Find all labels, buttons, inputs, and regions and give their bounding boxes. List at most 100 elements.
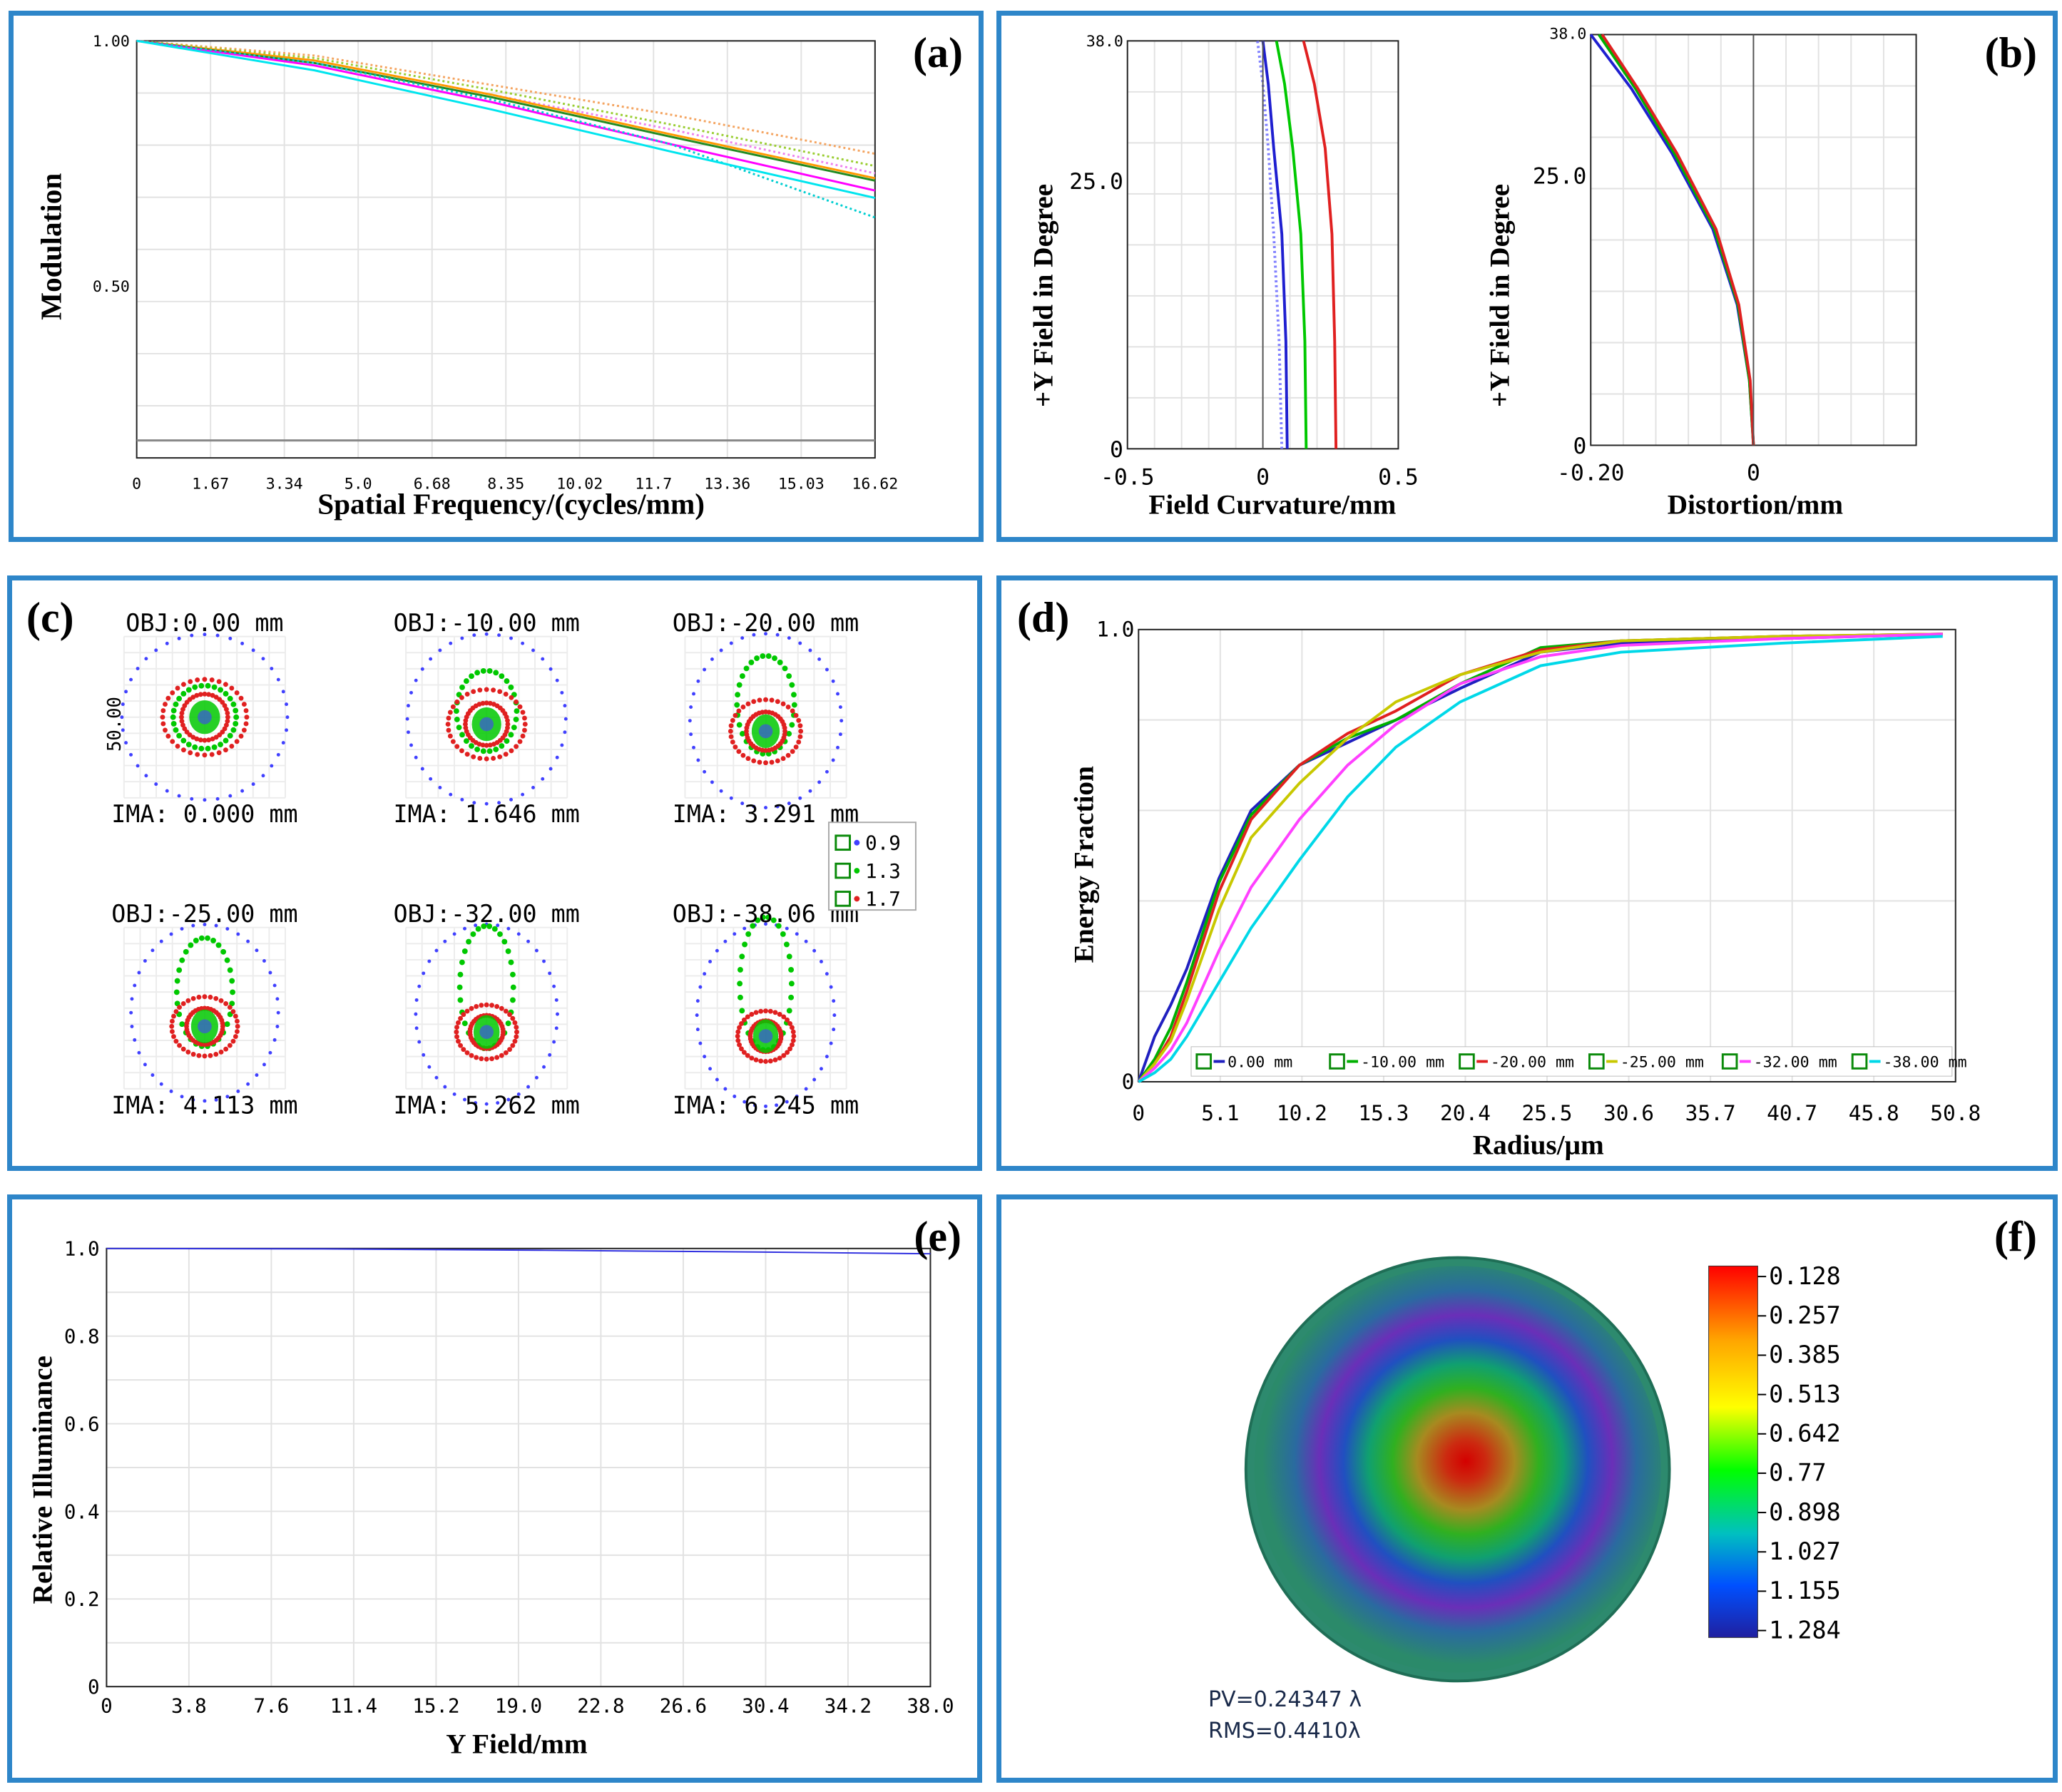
spot-dot-blue [236, 932, 240, 936]
spot-dot-blue [124, 741, 128, 745]
spot-dot-blue [696, 679, 700, 683]
spot-dot-blue [689, 705, 693, 710]
spot-dot-red [223, 1001, 229, 1006]
spot-dot-green [211, 684, 218, 690]
spot-dot-red [489, 1056, 494, 1062]
spot-dot-blue [795, 1095, 799, 1098]
spot-dot-red [230, 1038, 236, 1044]
panel-a-mtf: 0 1.67 3.34 5.0 6.68 8.35 10.02 11.7 13.36 15.03 1… [9, 11, 984, 542]
obj-label: OBJ:-32.00 mm [393, 900, 579, 928]
spot-dot-red [202, 1053, 208, 1059]
spot-dot-red [194, 692, 200, 698]
spot-dot-green [734, 702, 740, 708]
spot-dot-green [786, 673, 792, 680]
spot-dot-red [522, 727, 527, 733]
spot-dot-green [486, 748, 493, 754]
spot-dot-red [763, 760, 768, 766]
colorbar-tick-label: 0.385 [1769, 1341, 1841, 1368]
spot-dot-blue [228, 794, 233, 798]
y-tick-label: 38.0 [1086, 33, 1123, 51]
spot-dot-blue [137, 1050, 141, 1055]
spot-dot-green [461, 948, 468, 954]
spot-dot-blue [150, 948, 155, 953]
spot-dot-red [728, 734, 734, 739]
spot-dot-blue [434, 948, 439, 953]
spot-dot-green [780, 931, 786, 937]
spot-dot-blue [434, 1075, 439, 1080]
colorbar-tick-label: 0.257 [1769, 1301, 1841, 1329]
spot-dot-blue [427, 959, 432, 963]
series-line-3 [1275, 40, 1308, 449]
legend-label: 1.7 [865, 888, 901, 911]
spot-dot-red [796, 739, 802, 744]
spot-dot-blue [829, 1041, 833, 1045]
spot-dot-blue [169, 932, 173, 936]
spot-dot-red [463, 725, 469, 731]
energy-legend: 0.00 mm -10.00 mm -20.00 mm -25.00 mm -32.00… [1190, 1046, 1967, 1077]
panel-e-relative-illuminance: 0 3.8 7.6 11.4 15.2 19.0 22.8 26.6 30.4 34.2 38.0 0… [7, 1194, 982, 1783]
spot-dot-blue [542, 959, 546, 963]
spot-dot-blue [406, 704, 410, 708]
spot-dot-blue [203, 633, 207, 637]
spot-dot-red [206, 692, 212, 697]
spot-dot-red [208, 994, 213, 1000]
spot-dot-blue [820, 960, 823, 963]
spot-dot-red [736, 708, 742, 714]
y-axis-label: Relative Illuminance [27, 1356, 58, 1604]
series-line-1 [136, 39, 876, 155]
spot-dot-blue [270, 667, 274, 670]
spot-dot-red [188, 679, 193, 685]
spot-dot-blue [509, 636, 513, 640]
spot-dot-red [165, 733, 171, 739]
spot-dot-red [459, 748, 464, 754]
spot-dot-blue [409, 743, 413, 747]
spot-dot-blue [554, 998, 558, 1002]
spot-dot-blue [698, 1041, 703, 1045]
colorbar-tick-label: 1.027 [1769, 1537, 1841, 1565]
spot-dot-red [769, 697, 775, 703]
x-tick-label: 11.7 [635, 475, 672, 493]
spot-dot-green [170, 714, 176, 720]
spot-dot-red [487, 742, 493, 748]
spot-dot-red [733, 744, 738, 749]
spot-dot-red [775, 699, 780, 705]
spot-dot-red [757, 697, 762, 703]
spot-dot-blue [150, 1073, 155, 1077]
spot-dot-green [466, 938, 471, 945]
spot-dot-red [175, 743, 180, 749]
spot-dot-red [464, 1008, 470, 1014]
spot-dot-red [196, 1053, 202, 1058]
spot-dot-green [739, 731, 745, 737]
spot-dot-red [741, 1017, 747, 1023]
spot-dot-blue [276, 752, 280, 757]
spot-dot-red [198, 692, 203, 697]
spot-dot-red [190, 995, 196, 1001]
spot-dot-blue [285, 728, 288, 732]
spot-dot-red [216, 750, 222, 756]
spot-dot-green [459, 959, 465, 966]
spot-dot-red [464, 752, 470, 757]
spot-diagram: OBJ:0.00 mm IMA: 0.000 mm OBJ:-10.00 mm IMA… [104, 609, 917, 1119]
legend-marker [854, 839, 860, 846]
colorbar-tick-label: 0.77 [1769, 1459, 1826, 1487]
spot-dot-green [772, 655, 777, 661]
y-tick-label: 0.50 [93, 278, 130, 296]
spot-dot-green [786, 1008, 792, 1014]
spot-dot-red [785, 1017, 790, 1023]
spot-dot-red [745, 1053, 750, 1058]
spot-dot-blue [719, 789, 723, 793]
x-tick-label: 30.6 [1603, 1101, 1654, 1125]
spot-dot-red [229, 743, 235, 749]
spot-dot-green [737, 967, 743, 973]
spot-dot-blue [832, 1028, 836, 1032]
spot-dot-red [507, 1047, 513, 1053]
spot-dot-blue [787, 802, 791, 806]
spot-dot-green [180, 690, 187, 697]
spot-dot-blue [785, 926, 789, 931]
spot-dot-green [474, 746, 481, 752]
spot-dot-green [486, 923, 493, 929]
spot-dot-blue [692, 745, 695, 749]
spot-dot-red [751, 758, 757, 764]
spot-dot-red [182, 726, 188, 732]
plot-frame [106, 1247, 932, 1688]
